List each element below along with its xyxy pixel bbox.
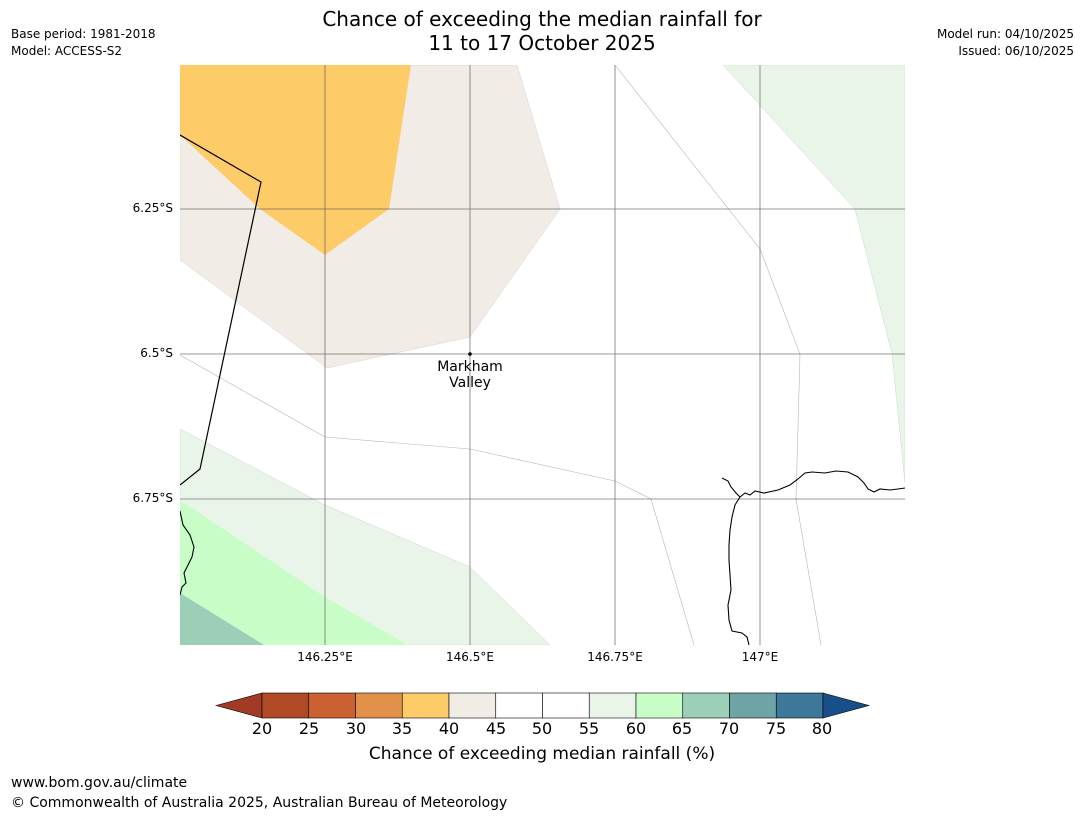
colorbar: [214, 692, 871, 719]
colorbar-segment-45-50: [495, 692, 543, 719]
model-text: Model: ACCESS-S2: [11, 44, 123, 58]
model-run-text: Model run: 04/10/2025: [936, 27, 1074, 41]
colorbar-segment-60-65: [635, 692, 684, 719]
colorbar-tick-70: 70: [718, 719, 740, 738]
footer-copyright: © Commonwealth of Australia 2025, Austra…: [11, 795, 508, 811]
map-title: Chance of exceeding the median rainfall …: [242, 7, 842, 55]
colorbar-tick-20: 20: [251, 719, 273, 738]
border-line: [180, 134, 262, 486]
rainfall-map: [180, 65, 905, 645]
colorbar-tick-75: 75: [765, 719, 787, 738]
title-line-2: 11 to 17 October 2025: [428, 31, 656, 55]
colorbar-tick-60: 60: [625, 719, 647, 738]
colorbar-tick-55: 55: [578, 719, 600, 738]
colorbar-tick-35: 35: [391, 719, 413, 738]
colorbar-tick-65: 65: [671, 719, 693, 738]
colorbar-segment-25-30: [308, 692, 356, 719]
colorbar-extend-high: [822, 692, 871, 719]
lon-label-146-75: 146.75°E: [587, 650, 643, 664]
band-60-65-region: [180, 500, 408, 645]
place-name-line-1: Markham: [437, 359, 503, 375]
place-label: Markham Valley: [420, 359, 520, 391]
place-name-line-2: Valley: [449, 375, 491, 391]
band-65-70-region: [180, 593, 264, 645]
coastline-west: [180, 510, 195, 596]
lon-label-146-25: 146.25°E: [297, 650, 353, 664]
colorbar-segment-35-40: [401, 692, 450, 719]
contour-line-west: [180, 354, 695, 645]
colorbar-segment-55-60: [588, 692, 637, 719]
colorbar-extend-low: [214, 692, 263, 719]
colorbar-tick-30: 30: [345, 719, 367, 738]
colorbar-label: Chance of exceeding median rainfall (%): [368, 744, 716, 764]
colorbar-segment-65-70: [682, 692, 730, 719]
graticule: [180, 65, 905, 645]
colorbar-tick-45: 45: [485, 719, 507, 738]
title-line-1: Chance of exceeding the median rainfall …: [322, 7, 762, 31]
colorbar-tick-50: 50: [531, 719, 553, 738]
colorbar-segment-20-25: [261, 692, 310, 719]
meta-right: Model run: 04/10/2025 Issued: 06/10/2025: [937, 26, 1074, 60]
band-35-40-region: [180, 65, 411, 255]
place-marker: [468, 352, 472, 356]
lat-label-6-5: 6.5°S: [140, 346, 173, 360]
lon-label-147: 147°E: [741, 650, 779, 664]
colorbar-segment-70-75: [729, 692, 777, 719]
issued-text: Issued: 06/10/2025: [958, 44, 1074, 58]
colorbar-tick-40: 40: [438, 719, 460, 738]
colorbar-segment-50-55: [542, 692, 590, 719]
colorbar-segment-30-35: [355, 692, 403, 719]
meta-left: Base period: 1981-2018 Model: ACCESS-S2: [11, 26, 156, 60]
colorbar-segment-40-45: [448, 692, 497, 719]
colorbar-tick-80: 80: [811, 719, 833, 738]
river-line: [727, 496, 750, 645]
footer-url: www.bom.gov.au/climate: [11, 775, 188, 791]
colorbar-segment-75-80: [775, 692, 824, 719]
lon-label-146-5: 146.5°E: [446, 650, 494, 664]
band-55-60-region-ne: [722, 65, 905, 484]
colorbar-tick-25: 25: [298, 719, 320, 738]
lat-label-6-25: 6.25°S: [132, 201, 173, 215]
lat-label-6-75: 6.75°S: [132, 491, 173, 505]
base-period-text: Base period: 1981-2018: [11, 27, 156, 41]
